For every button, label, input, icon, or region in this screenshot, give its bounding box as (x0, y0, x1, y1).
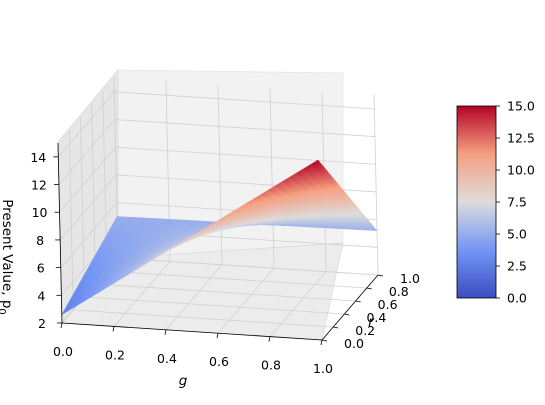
z-axis-ticks: 2 4 6 8 10 12 14 (30, 150, 62, 331)
x-tick-label: 0.8 (261, 358, 281, 373)
grid-line-z (58, 119, 375, 185)
y-tick-mark (321, 339, 328, 342)
colorbar-tick-label: 10.0 (507, 163, 535, 178)
y-tick-mark (333, 326, 339, 329)
y-axis-ticks: 0.00.20.40.60.81.0 (321, 271, 420, 351)
grid-line-x-back (269, 88, 275, 269)
grid-line-y-side (68, 129, 74, 311)
grid-line-x-back (217, 84, 223, 265)
y-tick-label: 0.8 (389, 284, 409, 299)
surface-plot (61, 159, 378, 315)
z-tick-label: 4 (37, 288, 45, 303)
y-tick-mark (355, 300, 361, 303)
axis-lines (57, 142, 379, 341)
grid-line-y-side (80, 116, 85, 298)
z-tick-label: 8 (36, 233, 44, 248)
grid-line-y (73, 309, 334, 328)
y-tick-label: 0.0 (344, 336, 364, 351)
surface-patch (310, 159, 320, 167)
grid-line-y (84, 296, 345, 315)
y-tick-mark (344, 313, 350, 316)
x-tick-mark (60, 322, 63, 329)
z-tick-label: 2 (38, 316, 46, 331)
y-tick-label: 0.4 (366, 310, 386, 325)
x-axis-ticks: 0.0 0.2 0.4 0.6 0.8 1.0 (53, 322, 333, 376)
y-tick-label: 1.0 (400, 271, 420, 286)
colorbar-ticks: 0.0 2.5 5.0 7.5 10.0 12.5 15.0 (496, 99, 535, 306)
x-tick-mark (216, 333, 219, 339)
x-tick-mark (320, 339, 323, 346)
z-axis-label-main: Present Value, p (0, 199, 15, 308)
x-tick-mark (164, 329, 167, 335)
x-tick-label: 0.2 (105, 347, 125, 362)
x-tick-label: 1.0 (313, 361, 333, 376)
grid-line-x (217, 267, 275, 334)
y-tick-mark (377, 274, 384, 277)
x-axis-label: g (179, 373, 188, 389)
colorbar-tick-label: 15.0 (507, 99, 535, 114)
z-tick-label: 14 (30, 150, 46, 165)
colorbar-tick-label: 7.5 (507, 195, 527, 210)
grid-line-x (165, 264, 223, 331)
y-axis-line (321, 274, 379, 341)
x-tick-label: 0.6 (209, 354, 229, 369)
z-axis-label: Present Value, p0 (0, 199, 15, 315)
colorbar-tick-label: 12.5 (507, 131, 535, 146)
z-axis-label-subscript: 0 (0, 308, 7, 314)
colorbar-tick-label: 0.0 (507, 291, 527, 306)
grid-line-z (59, 146, 376, 213)
colorbar-gradient (456, 105, 497, 299)
grid-line-x-back (373, 94, 379, 276)
z-tick-label: 10 (32, 205, 48, 220)
x-axis-line (61, 322, 323, 341)
grid-line-x (113, 261, 171, 327)
z-tick-label: 6 (37, 261, 45, 276)
x-tick-mark (112, 326, 115, 332)
grid-line-y (106, 270, 367, 289)
x-tick-label: 0.0 (53, 344, 73, 359)
z-axis-line (57, 142, 63, 324)
colorbar-tick-label: 2.5 (507, 259, 527, 274)
colorbar-tick-label: 5.0 (507, 227, 527, 242)
grid-line-y-side (91, 103, 96, 285)
grid-line-z (58, 91, 375, 158)
grid-line-y (95, 283, 356, 302)
z-tick-label: 12 (31, 178, 47, 193)
x-tick-label: 0.4 (157, 351, 177, 366)
surface-patch (364, 224, 375, 228)
y-axis-label: r (368, 314, 375, 330)
y-tick-mark (366, 287, 372, 290)
x-tick-mark (268, 336, 271, 342)
grid-line-x (269, 271, 327, 337)
colorbar: 0.0 2.5 5.0 7.5 10.0 12.5 15.0 (456, 99, 535, 306)
y-tick-label: 0.6 (378, 297, 398, 312)
y-tick-label: 0.2 (355, 323, 375, 338)
